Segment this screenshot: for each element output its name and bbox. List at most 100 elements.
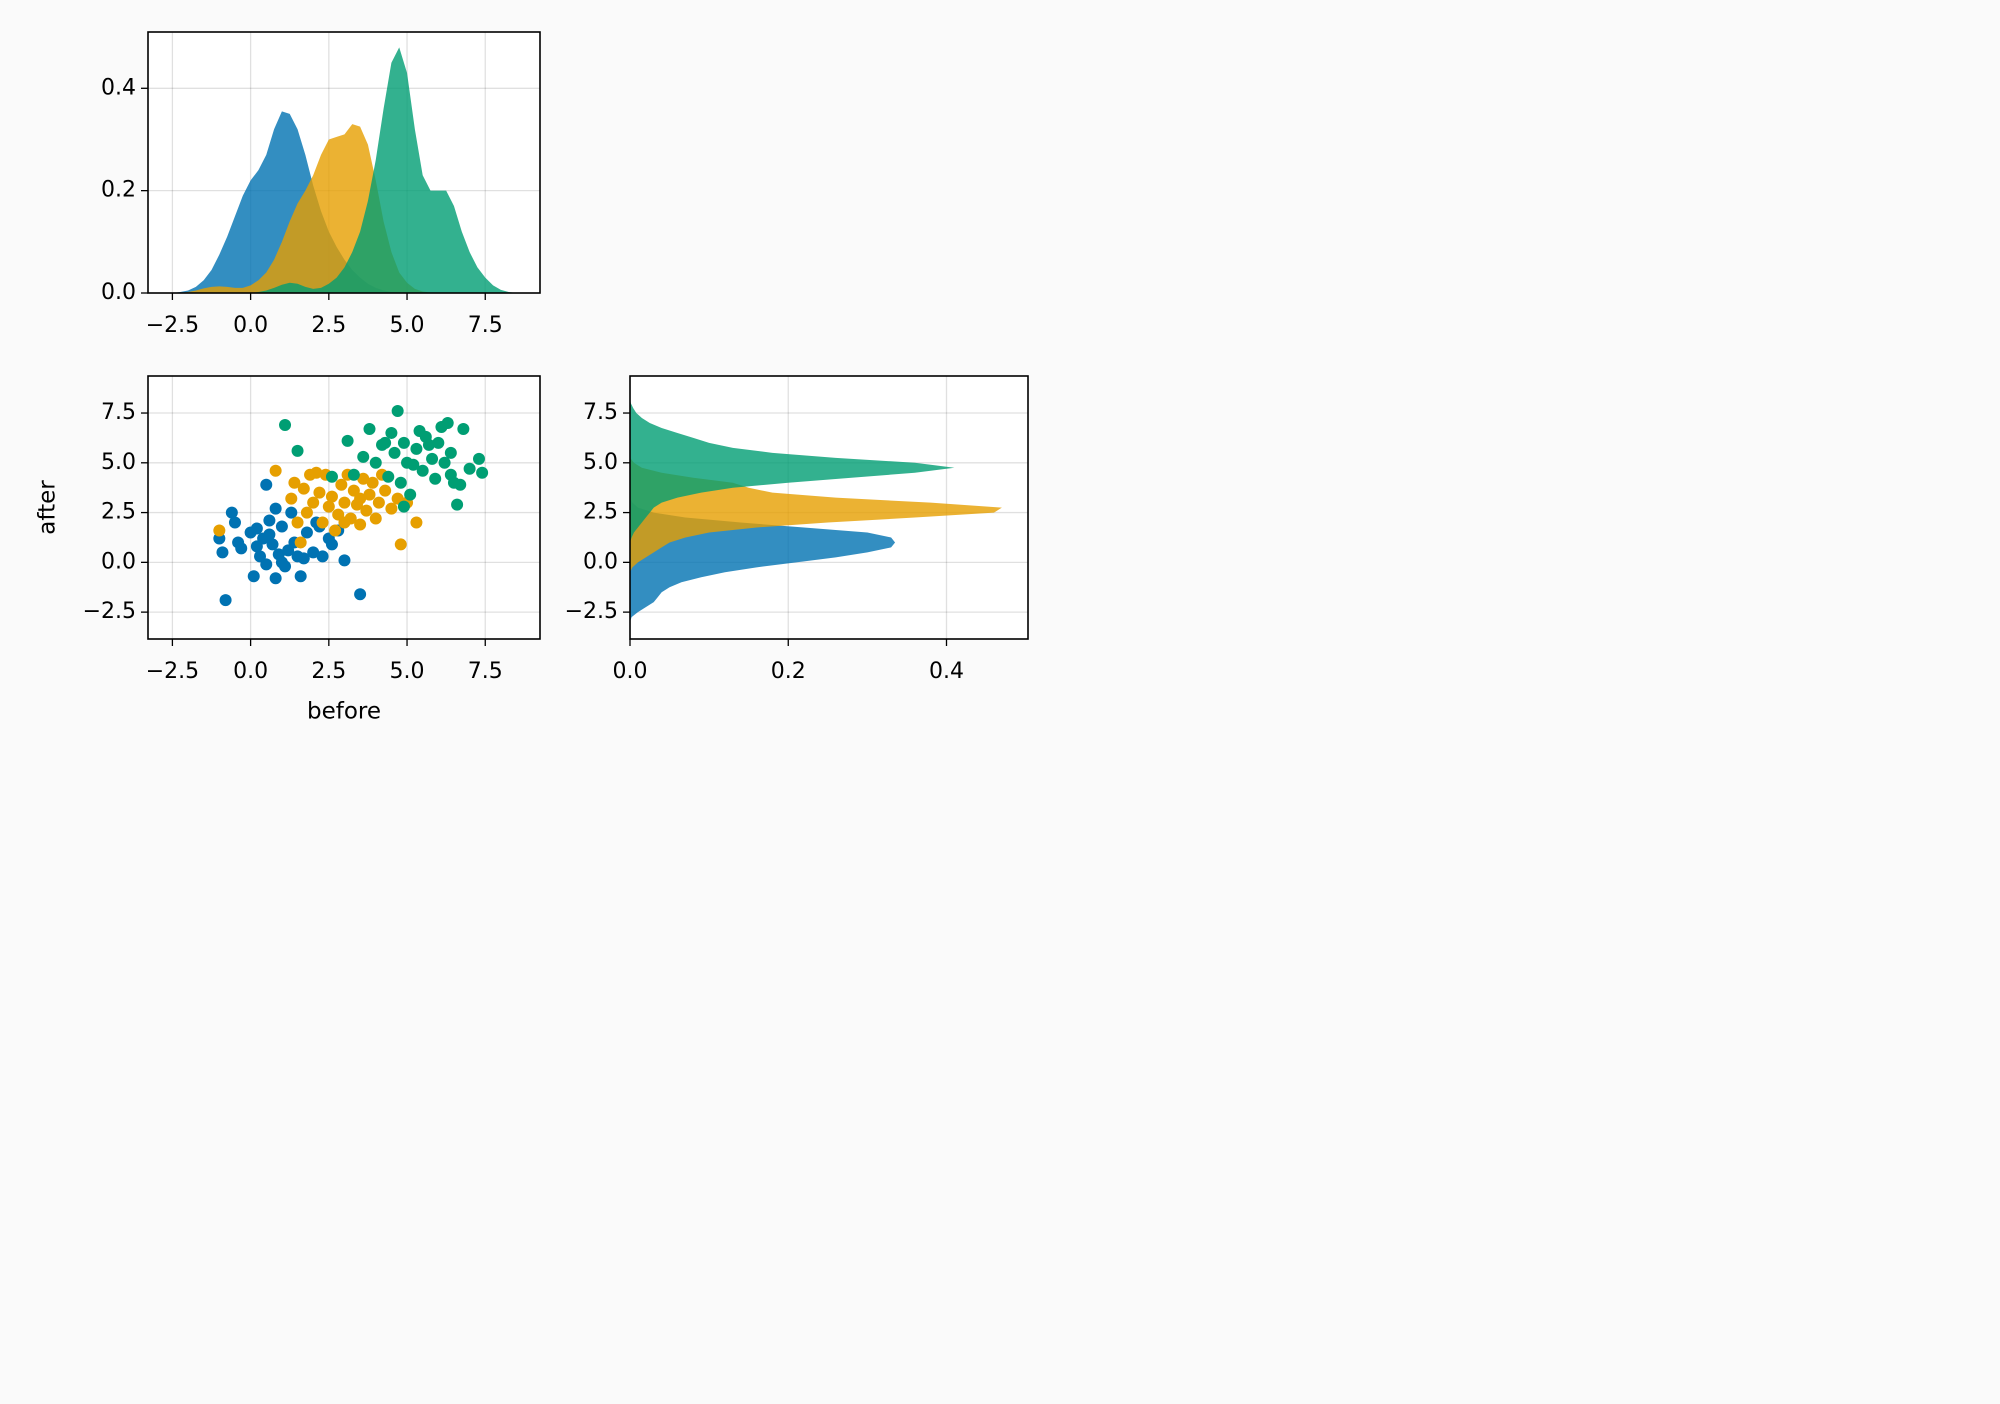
scatter-point: [260, 478, 273, 491]
scatter-point: [429, 472, 442, 485]
scatter-point: [382, 470, 395, 483]
scatter-point: [291, 550, 304, 563]
plot-frame: [629, 375, 1029, 640]
scatter-point: [388, 446, 401, 459]
scatter-point: [444, 446, 457, 459]
scatter-point: [463, 462, 476, 475]
x-axis-label: before: [307, 699, 381, 725]
scatter-point: [266, 538, 279, 551]
scatter-point: [291, 516, 304, 529]
x-tick-label: 5.0: [390, 313, 425, 338]
scatter-point: [354, 492, 367, 505]
scatter-point: [385, 502, 398, 515]
scatter-point: [294, 570, 307, 583]
scatter-point: [397, 500, 410, 513]
y-tick-label: 0.0: [101, 280, 136, 305]
scatter-point: [313, 486, 326, 499]
scatter-point: [394, 538, 407, 551]
scatter-point: [316, 516, 329, 529]
scatter-point: [457, 422, 470, 435]
x-tick-label: 0.0: [233, 313, 268, 338]
scatter-point: [247, 570, 260, 583]
scatter-point: [347, 468, 360, 481]
scatter-point: [232, 536, 245, 549]
scatter-point: [250, 522, 263, 535]
scatter-point: [322, 500, 335, 513]
y-tick-label: 2.5: [583, 500, 618, 525]
x-tick-label: −2.5: [146, 659, 199, 684]
scatter-point: [291, 444, 304, 457]
scatter-point: [250, 540, 263, 553]
density-area: [156, 47, 533, 293]
scatter-point: [404, 488, 417, 501]
y-tick-label: 0.4: [101, 75, 136, 100]
scatter-point: [410, 442, 423, 455]
scatter-point: [394, 476, 407, 489]
scatter-point: [407, 458, 420, 471]
x-tick-label: 2.5: [311, 313, 346, 338]
scatter-point: [300, 506, 313, 519]
scatter-point: [391, 405, 404, 418]
scatter-point: [285, 492, 298, 505]
y-tick-label: 7.5: [101, 400, 136, 425]
x-tick-label: 7.5: [468, 659, 503, 684]
scatter-point: [379, 436, 392, 449]
y-axis-label: after: [35, 480, 61, 535]
y-tick-label: −2.5: [83, 599, 136, 624]
scatter-point: [325, 470, 338, 483]
scatter-point: [341, 434, 354, 447]
scatter-point: [372, 496, 385, 509]
scatter-point: [444, 468, 457, 481]
scatter-point: [219, 594, 232, 607]
scatter-point: [307, 496, 320, 509]
x-tick-label: 0.0: [233, 659, 268, 684]
y-tick-label: 0.2: [101, 178, 136, 203]
scatter-point: [325, 538, 338, 551]
scatter-point: [288, 476, 301, 489]
scatter-point: [263, 528, 276, 541]
scatter-point: [294, 536, 307, 549]
plot: [148, 376, 540, 639]
y-tick-label: −2.5: [565, 599, 618, 624]
scatter-point: [307, 546, 320, 559]
scatter-point: [300, 526, 313, 539]
scatter-point: [357, 472, 370, 485]
scatter-point: [275, 556, 288, 569]
scatter-point: [385, 426, 398, 439]
scatter-point: [416, 464, 429, 477]
scatter-point: [363, 422, 376, 435]
scatter-point: [354, 588, 367, 601]
scatter-point: [432, 436, 445, 449]
scatter-point: [228, 516, 241, 529]
x-tick-label: 5.0: [390, 659, 425, 684]
scatter-point: [363, 488, 376, 501]
density-area: [156, 111, 533, 293]
scatter-point: [263, 514, 276, 527]
scatter-point: [297, 482, 310, 495]
scatter-point: [357, 450, 370, 463]
scatter-point: [451, 498, 464, 511]
y-tick-label: 7.5: [583, 400, 618, 425]
scatter-point: [329, 524, 342, 537]
scatter-point: [275, 520, 288, 533]
x-tick-label: 7.5: [468, 313, 503, 338]
scatter-point: [269, 502, 282, 515]
scatter-point: [310, 466, 323, 479]
scatter-point: [216, 546, 229, 559]
x-tick-label: −2.5: [146, 313, 199, 338]
scatter-point: [338, 554, 351, 567]
plot-frame: [147, 375, 541, 640]
scatter-point: [316, 550, 329, 563]
scatter-point: [413, 424, 426, 437]
scatter-point: [476, 466, 489, 479]
x-tick-label: 0.0: [613, 659, 648, 684]
scatter-point: [285, 506, 298, 519]
scatter-point: [454, 478, 467, 491]
y-tick-label: 0.0: [101, 549, 136, 574]
scatter-point: [260, 558, 273, 571]
scatter-point: [441, 416, 454, 429]
scatter-point: [472, 452, 485, 465]
scatter-point: [438, 456, 451, 469]
scatter-point: [369, 456, 382, 469]
